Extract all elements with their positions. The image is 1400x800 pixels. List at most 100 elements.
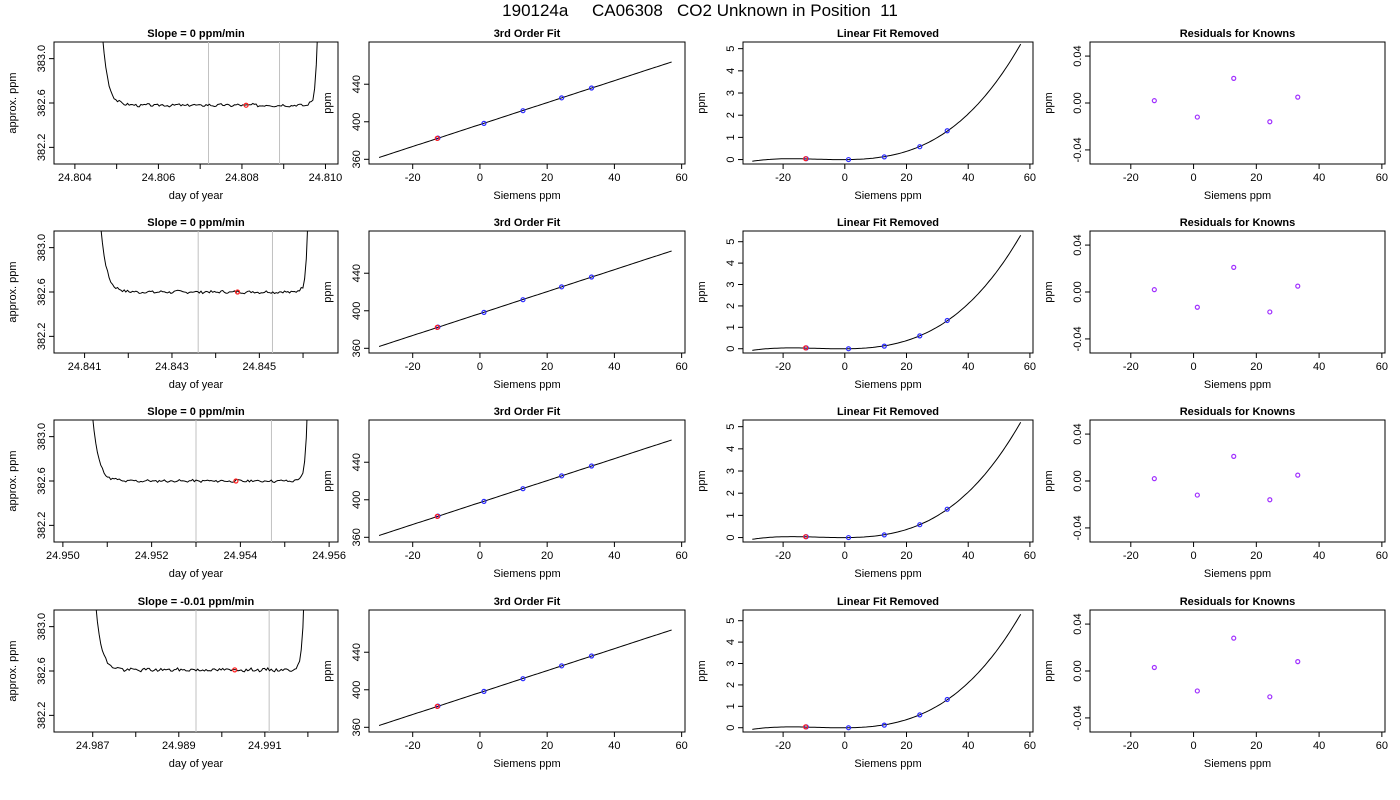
y-tick-label: 0.00	[1072, 92, 1084, 113]
y-tick-label: 2	[725, 490, 737, 496]
panel-r2-c1: Slope = 0 ppm/min 24.841 24.843 24.845 382.2…	[7, 217, 339, 391]
known-standard-point	[917, 144, 923, 150]
x-tick-label: -20	[405, 172, 421, 184]
y-axis-label: ppm	[1043, 660, 1055, 681]
known-standard-point	[588, 85, 595, 91]
known-standard-point	[881, 154, 887, 160]
y-tick-label: 440	[351, 643, 363, 661]
y-tick-label: 382.6	[36, 657, 48, 685]
residual-point	[1295, 94, 1301, 100]
residual-point	[1231, 75, 1237, 81]
panel-r1-c2: 3rd Order Fit -20 0 20 40 60 360 400 440 Siemens …	[322, 28, 688, 202]
x-tick-label: 0	[842, 361, 848, 373]
x-axis-label: day of year	[169, 190, 224, 202]
y-tick-label: 440	[351, 75, 363, 93]
y-tick-label: 382.2	[36, 702, 48, 730]
unknown-point	[434, 703, 440, 709]
x-tick-label: 40	[962, 361, 974, 373]
y-tick-label: 382.6	[36, 89, 48, 117]
y-tick-label: 5	[725, 618, 737, 624]
residual-point	[1267, 694, 1273, 700]
plot-frame	[368, 230, 686, 354]
y-tick-label: 5	[725, 424, 737, 430]
residual-point	[1267, 119, 1273, 125]
residual-point	[1267, 497, 1273, 503]
x-tick-label: 20	[1250, 550, 1262, 562]
known-standard-point	[881, 722, 887, 728]
known-standard-point	[944, 696, 950, 703]
known-standard-point	[520, 297, 526, 303]
x-tick-label: 20	[1250, 740, 1262, 752]
y-axis-label: ppm	[696, 470, 708, 491]
x-axis-label: Siemens ppm	[493, 758, 560, 770]
panel-title: Slope = 0 ppm/min	[147, 217, 245, 229]
y-tick-label: 4	[725, 68, 737, 74]
panel-r1-c4: Residuals for Knowns -20 0 20 40 60 -0.04 0.00 0…	[1043, 28, 1388, 202]
known-standard-point	[944, 506, 950, 512]
known-standard-point	[845, 725, 852, 731]
y-axis-label: approx. ppm	[7, 72, 19, 133]
plot-area	[378, 629, 672, 726]
x-tick-label: 60	[676, 361, 688, 373]
known-standard-point	[588, 463, 595, 469]
x-tick-label: -20	[1123, 172, 1139, 184]
y-tick-label: 383.0	[36, 234, 48, 262]
known-standard-point	[917, 522, 923, 528]
plot-area	[1151, 635, 1301, 700]
known-standard-point	[481, 309, 487, 315]
x-axis-label: Siemens ppm	[493, 190, 560, 202]
x-tick-label: 60	[1024, 550, 1036, 562]
unknown-point	[803, 345, 809, 351]
x-tick-label: 24.952	[135, 550, 169, 562]
panel-title: Linear Fit Removed	[837, 28, 939, 40]
y-tick-label: 382.2	[36, 512, 48, 540]
y-tick-label: 3	[725, 281, 737, 287]
x-tick-label: 20	[541, 172, 553, 184]
x-tick-label: 24.841	[68, 361, 102, 373]
fit-curve	[752, 421, 1022, 540]
panel-r1-c1: Slope = 0 ppm/min 24.804 24.806 24.808 24.81…	[7, 28, 342, 202]
panel-title: Slope = -0.01 ppm/min	[138, 596, 255, 608]
x-tick-label: 60	[1376, 740, 1388, 752]
y-tick-label: 1	[725, 512, 737, 518]
known-standard-point	[917, 712, 923, 718]
x-axis-label: Siemens ppm	[1204, 758, 1271, 770]
unknown-point	[803, 724, 809, 730]
plot-area	[100, 231, 308, 353]
residual-point	[1231, 635, 1237, 641]
x-tick-label: 0	[1191, 361, 1197, 373]
y-axis-label: ppm	[322, 281, 334, 302]
x-tick-label: 0	[842, 740, 848, 752]
known-standard-point	[881, 532, 887, 538]
residual-point	[1194, 304, 1200, 310]
x-tick-label: -20	[1123, 740, 1139, 752]
y-tick-label: 382.6	[36, 278, 48, 306]
y-tick-label: 0.00	[1072, 470, 1084, 491]
plot-frame	[1089, 41, 1386, 165]
unknown-point	[803, 156, 809, 162]
x-tick-label: 24.987	[76, 740, 110, 752]
known-standard-point	[559, 95, 565, 101]
residual-point	[1194, 688, 1200, 694]
y-tick-label: 0.04	[1072, 234, 1084, 255]
panel-r4-c4: Residuals for Knowns -20 0 20 40 60 -0.04 0.00 0…	[1043, 596, 1388, 770]
x-axis-label: day of year	[169, 568, 224, 580]
plot-area	[102, 42, 318, 164]
y-tick-label: 382.6	[36, 467, 48, 495]
residual-point	[1194, 114, 1200, 120]
x-axis-label: Siemens ppm	[854, 568, 921, 580]
known-standard-point	[845, 534, 852, 541]
panel-title: 3rd Order Fit	[494, 406, 561, 418]
plot-area	[1151, 264, 1301, 315]
residual-point	[1295, 283, 1301, 289]
x-axis-label: day of year	[169, 758, 224, 770]
x-tick-label: 60	[1024, 172, 1036, 184]
y-axis-label: ppm	[696, 660, 708, 681]
x-tick-label: -20	[775, 172, 791, 184]
x-tick-label: -20	[775, 740, 791, 752]
x-tick-label: 24.808	[225, 172, 259, 184]
unknown-point	[434, 135, 440, 141]
y-tick-label: 2	[725, 682, 737, 688]
unknown-point	[434, 513, 440, 519]
y-tick-label: 0	[725, 725, 737, 731]
